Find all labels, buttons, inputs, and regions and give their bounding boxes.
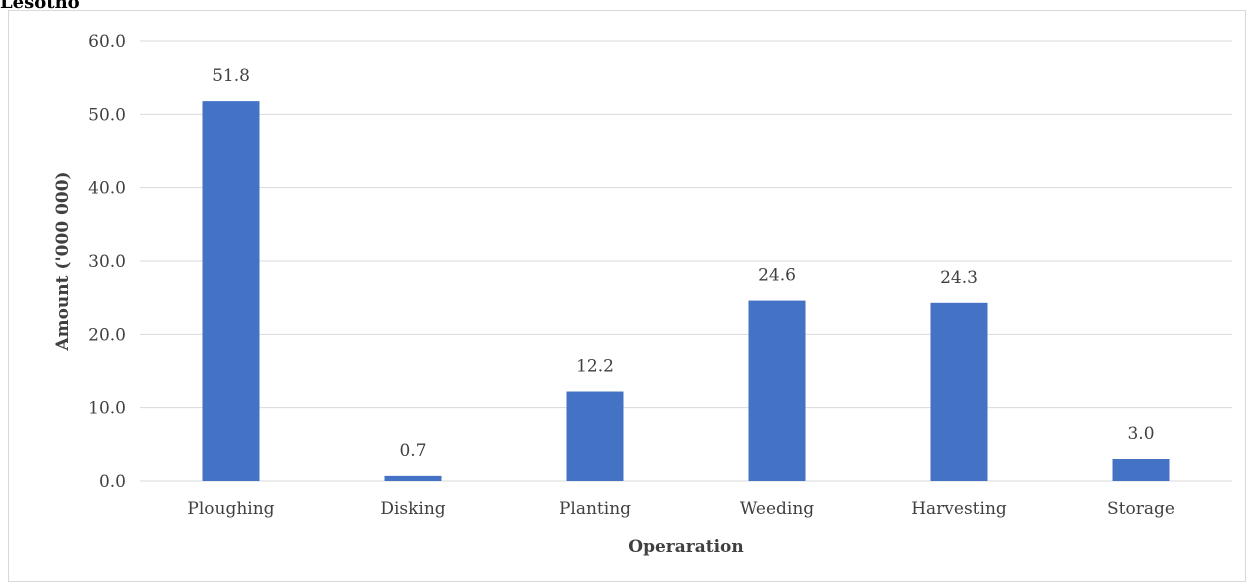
bar-disking xyxy=(384,475,442,481)
y-tick-label: 50.0 xyxy=(88,105,126,125)
data-label-ploughing: 51.8 xyxy=(212,66,250,86)
y-tick-label: 30.0 xyxy=(88,252,126,272)
y-tick-labels: 0.0 10.0 20.0 30.0 40.0 50.0 60.0 xyxy=(88,32,126,492)
x-tick-label-ploughing: Ploughing xyxy=(187,499,274,519)
chart-title: Lesotho xyxy=(0,0,80,13)
y-axis-title: Amount ('000 000) xyxy=(53,171,73,351)
data-label-harvesting: 24.3 xyxy=(940,268,978,288)
data-label-planting: 12.2 xyxy=(576,357,614,377)
y-tick-label: 60.0 xyxy=(88,32,126,52)
bar-planting xyxy=(566,391,624,481)
data-label-disking: 0.7 xyxy=(399,441,426,461)
bars xyxy=(202,101,1170,481)
x-tick-label-planting: Planting xyxy=(559,499,631,519)
y-tick-label: 0.0 xyxy=(99,472,126,492)
x-tick-label-harvesting: Harvesting xyxy=(911,499,1007,519)
chart-frame xyxy=(8,10,1246,582)
data-label-storage: 3.0 xyxy=(1127,424,1154,444)
y-tick-label: 40.0 xyxy=(88,179,126,199)
data-labels: 51.8 0.7 12.2 24.6 24.3 3.0 xyxy=(212,66,1154,461)
x-tick-label-weeding: Weeding xyxy=(740,499,814,519)
bar-storage xyxy=(1112,459,1170,481)
x-axis-title: Operaration xyxy=(628,537,743,557)
bar-weeding xyxy=(748,300,806,481)
y-tick-label: 10.0 xyxy=(88,399,126,419)
bar-ploughing xyxy=(202,101,260,481)
y-tick-label: 20.0 xyxy=(88,325,126,345)
x-tick-label-disking: Disking xyxy=(380,499,445,519)
x-tick-label-storage: Storage xyxy=(1107,499,1175,519)
data-label-weeding: 24.6 xyxy=(758,266,796,286)
bar-harvesting xyxy=(930,302,988,481)
x-tick-labels: Ploughing Disking Planting Weeding Harvestin… xyxy=(187,499,1175,519)
gridlines xyxy=(140,40,1232,482)
